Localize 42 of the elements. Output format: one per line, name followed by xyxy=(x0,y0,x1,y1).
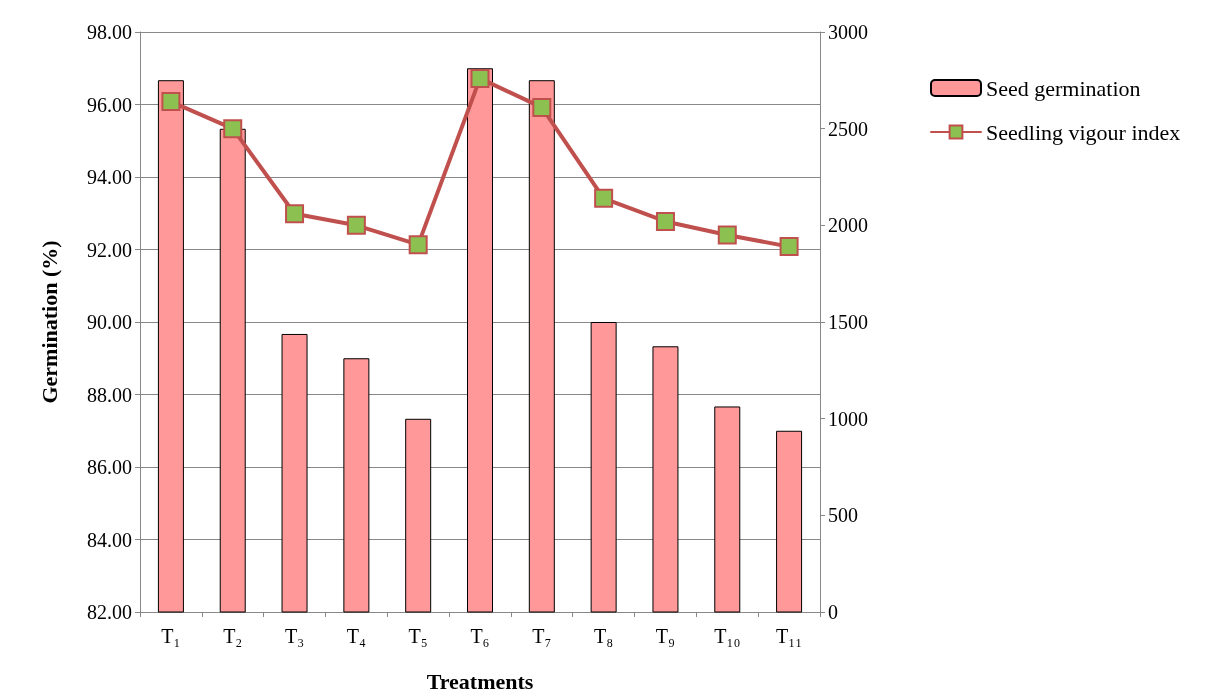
y-tick-label: 86.00 xyxy=(87,456,132,478)
point xyxy=(655,211,675,231)
y-tick-label: 82.00 xyxy=(87,601,132,623)
x-tick-label: T₅ xyxy=(408,625,428,647)
y-tick-label: 92.00 xyxy=(87,238,132,261)
y2-tick-label: 0 xyxy=(828,601,838,623)
y-tick-label: 96.00 xyxy=(87,93,132,116)
y-tick-label: 90.00 xyxy=(87,311,132,333)
point xyxy=(779,237,799,257)
y2-tick-label: 2500 xyxy=(828,117,868,140)
point xyxy=(223,119,243,139)
x-tick-label: T₂ xyxy=(223,625,243,647)
point xyxy=(470,68,490,88)
y2-tick-label: 3000 xyxy=(828,21,868,43)
y-axis-title: Germination (%) xyxy=(36,240,62,404)
y2-tick-label: 1000 xyxy=(828,407,868,430)
y2-tick-label: 2000 xyxy=(828,214,868,237)
y2-tick-label: 500 xyxy=(828,504,858,527)
y-tick-label: 98.00 xyxy=(87,21,132,43)
legend-label: Seedling vigour index xyxy=(986,119,1181,145)
legend-label: Seed germination xyxy=(986,75,1141,101)
y2-tick-label: 1500 xyxy=(828,311,868,333)
x-tick-label: T₆ xyxy=(470,625,490,647)
point xyxy=(717,225,737,245)
point xyxy=(532,97,552,117)
y-tick-label: 84.00 xyxy=(87,528,132,551)
x-axis-title: Treatments xyxy=(426,668,534,694)
x-tick-label: T₁₁ xyxy=(776,625,803,647)
point xyxy=(346,215,366,235)
point xyxy=(594,188,614,208)
y-tick-label: 94.00 xyxy=(87,166,132,188)
point xyxy=(285,204,305,224)
point xyxy=(161,92,181,112)
point xyxy=(408,235,428,255)
y-tick-label: 88.00 xyxy=(87,383,132,406)
x-tick-label: T₁ xyxy=(161,625,181,647)
x-tick-label: T₈ xyxy=(594,625,614,647)
x-tick-label: T₁₀ xyxy=(714,625,741,647)
x-tick-label: T₄ xyxy=(346,625,366,647)
x-tick-label: T₃ xyxy=(284,625,305,647)
x-tick-label: T₇ xyxy=(532,625,552,647)
x-tick-label: T₉ xyxy=(655,625,676,647)
